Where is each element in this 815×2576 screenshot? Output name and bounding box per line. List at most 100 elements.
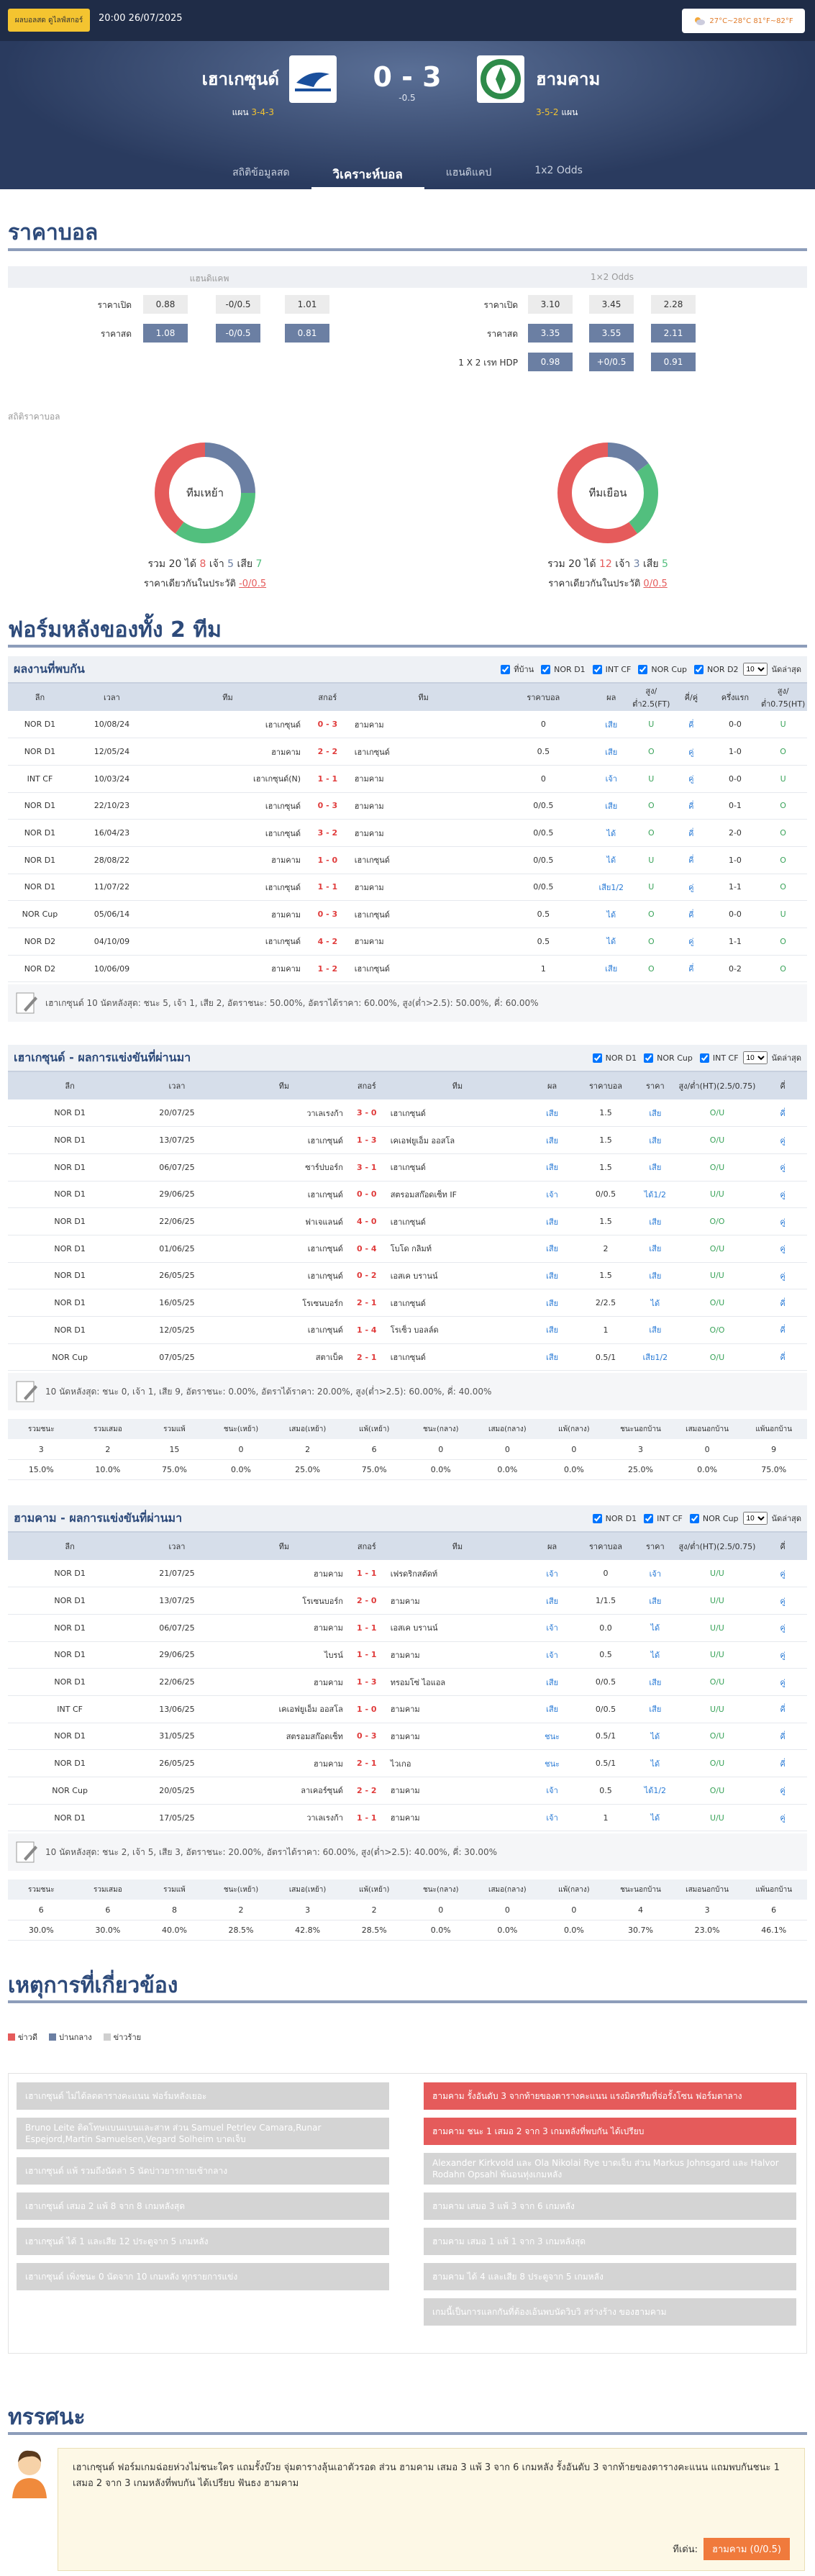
cell: เสีย [527,1343,577,1371]
pick-label: ทีเด่น: [673,2544,698,2555]
event-item: เฮาเกซุนด์ เพิ่งชนะ 0 นัดจาก 10 เกมหลัง … [17,2263,389,2290]
filter-label: INT CF [657,1513,683,1523]
result-row: NOR D2 04/10/09 เฮาเกซุนด์ 4 - 2 ฮามคาม 0.5 ได… [8,928,807,956]
cell: 26/05/25 [132,1749,222,1777]
filter[interactable]: INT CF [590,663,631,676]
tab[interactable]: วิเคราะห์บอล [311,156,424,189]
stats-cell: 6 [8,1900,75,1920]
filter[interactable]: NOR D1 [538,663,586,676]
count-select[interactable]: 10 [742,1051,768,1064]
column-header: เวลา [132,1533,222,1560]
stats-table: รวมชนะ รวมเสมอ รวมแพ้ ชนะ(เหย้า) เสมอ(เหย้า)… [8,1879,807,1941]
cell: ฮามคาม [387,1695,528,1723]
stats-column: รวมเสมอ [74,1419,142,1440]
cell: 21/07/25 [132,1560,222,1588]
odds-value: 1.01 [285,295,329,314]
column-header: ทีม [222,1072,346,1099]
table-title-bar: เฮาเกซุนด์ - ผลการแข่งขันที่ผ่านมา NOR D1… [8,1045,807,1072]
cell: O [759,955,807,983]
cell: เสีย [634,1587,676,1615]
filter[interactable]: ที่บ้าน [498,663,534,676]
filter-checkbox[interactable] [644,1053,654,1063]
cell: คี่ [671,711,711,739]
filter[interactable]: NOR D1 [590,1051,637,1065]
result-row: NOR D1 12/05/25 เฮาเกซุนด์ 1 - 4 โรเซ็ว บอลล… [8,1316,807,1344]
filter-checkbox[interactable] [592,1053,602,1063]
filter-checkbox[interactable] [638,664,648,674]
cell: 04/10/09 [71,928,152,956]
cell: U/U [675,1695,759,1723]
cell: เจ้า [527,1560,577,1588]
section-line [8,2432,807,2435]
event-item: เฮาเกซุนด์ ไม่ได้ลดตารางคะแนน ฟอร์มหลังเ… [17,2082,389,2110]
filter[interactable]: NOR Cup [687,1512,739,1525]
filter[interactable]: NOR D1 [590,1512,637,1525]
filter-checkbox[interactable] [689,1513,699,1523]
cell: 1 - 1 [345,1560,388,1588]
stats-column: รวมชนะ [8,1879,75,1900]
result-row: NOR D1 29/06/25 ไบรน์ 1 - 1 ฮามคาม เจ้า 0.5 ได้… [8,1641,807,1669]
cell: 0.5/1 [577,1343,634,1371]
live-button[interactable]: ผลบอลสด ดูไลฟ์สกอร์ [8,9,90,32]
stats-column: แพ้(กลาง) [540,1879,608,1900]
cell: เสีย [527,1099,577,1128]
cell: 13/06/25 [132,1695,222,1723]
filter-checkbox[interactable] [501,664,511,674]
column-header: ทีม [351,684,496,711]
filter-checkbox[interactable] [592,664,602,674]
odds-value: 3.45 [589,295,634,314]
cell: เสีย [634,1316,676,1344]
results-table: ลีก เวลา ทีม สกอร์ ทีม ผล ราคาบอล ราคา สูง/ต่ำ(H… [8,1072,807,1371]
filter-checkbox[interactable] [592,1513,602,1523]
cell: เสีย [634,1153,676,1182]
tab[interactable]: แฮนดิแคป [445,167,492,178]
result-row: NOR D1 22/10/23 เฮาเกซุนด์ 0 - 3 ฮามคาม 0/0.5… [8,792,807,820]
donut-center [172,460,238,526]
stats-cell: 0 [207,1439,275,1460]
cell: ทรอมโซ่ ไอแอล [387,1668,528,1696]
legend-label: ข่าวดี [18,2033,38,2042]
handicap: -0.5 [399,93,416,103]
cell: U/U [675,1804,759,1832]
cell: ฮามคาม [351,874,496,902]
cell: เอสเค บรานน์ [387,1262,528,1290]
cell: 0.5 [577,1777,634,1805]
filter[interactable]: INT CF [641,1512,683,1525]
home-recent-block: เฮาเกซุนด์ - ผลการแข่งขันที่ผ่านมา NOR D1… [8,1045,807,1480]
filter[interactable]: INT CF [697,1051,739,1065]
tab[interactable]: สถิติข้อมูลสด [232,167,290,178]
filter-checkbox[interactable] [699,1053,709,1063]
filter[interactable]: NOR D2 [691,663,739,676]
cell: 0 [577,1560,634,1588]
pick-button[interactable]: ฮามคาม (0/0.5) [704,2538,790,2560]
cell: O/U [675,1343,759,1371]
count-select[interactable]: 10 [742,663,768,676]
prediction-text: เฮาเกซุนด์ ฟอร์มเกมฉ่อยห่วงไม่ชนะใคร แถม… [73,2462,780,2489]
column-header: ทีม [151,684,304,711]
filter[interactable]: NOR Cup [641,1051,693,1065]
filter[interactable]: NOR Cup [635,663,687,676]
result-row: NOR Cup 05/06/14 ฮามคาม 0 - 3 เฮาเกซุนด์ 0.5 ไ… [8,900,807,928]
tab[interactable]: 1x2 Odds [534,165,583,176]
cell: คู่ [758,1804,807,1832]
cell: เสีย [591,792,632,820]
filter-checkbox[interactable] [541,664,551,674]
cell: 1.5 [577,1262,634,1290]
summary-icon [16,992,37,1014]
cell: U [759,765,807,793]
cell: เฮาเกซุนด์ [351,955,496,983]
cell: 0.5/1 [577,1723,634,1751]
count-select[interactable]: 10 [742,1512,768,1525]
cell: 22/10/23 [71,792,152,820]
stats-cell: 2 [207,1900,275,1920]
cell: ฮามคาม [387,1587,528,1615]
cell: O [759,738,807,766]
column-header: ราคา [634,1533,676,1560]
cell: 2/2.5 [577,1289,634,1317]
filter-checkbox[interactable] [694,664,704,674]
cell: 2 - 1 [345,1343,388,1371]
filter-checkbox[interactable] [644,1513,654,1523]
cell: 1 [495,955,591,983]
cell: NOR D1 [8,819,72,847]
donut-segment [155,443,255,543]
